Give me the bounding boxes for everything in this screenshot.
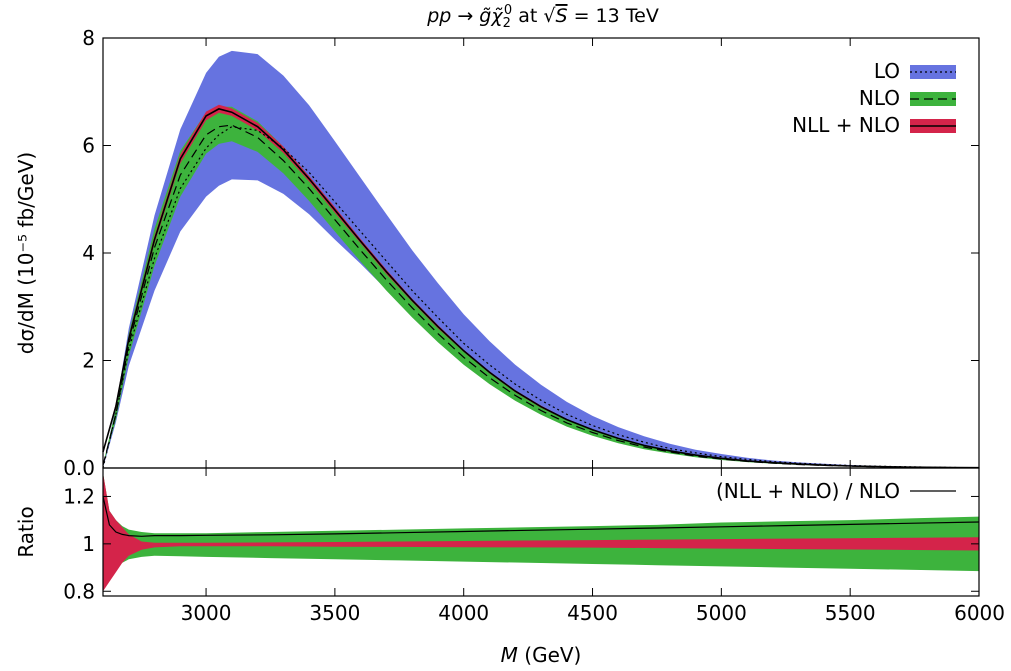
x-axis-label-variable: M [501, 643, 518, 667]
y-tick-label: 8 [82, 26, 95, 50]
ratio-x-axis-ticks: 3000 3500 4000 4500 5000 5500 6000 [181, 468, 1005, 625]
legend-label-nlo: NLO [859, 86, 900, 110]
x-axis-label-unit: (GeV) [518, 643, 581, 667]
ratio-legend: (NLL + NLO) / NLO [716, 479, 956, 503]
x-tick-label: 5000 [696, 601, 747, 625]
x-tick-label: 6000 [954, 601, 1005, 625]
line-nll-nlo [102, 108, 980, 469]
x-tick-label: 5500 [825, 601, 876, 625]
band-lo [103, 50, 979, 469]
ratio-legend-label: (NLL + NLO) / NLO [716, 479, 900, 503]
legend-label-lo: LO [874, 59, 900, 83]
main-legend: LO NLO NLL + NLO [792, 59, 956, 137]
ratio-plot-panel: 0.8 1 1.2 3000 3500 4000 4500 5000 5500 6000 Rat… [14, 467, 1005, 625]
y-tick-label: 4 [82, 241, 95, 265]
x-tick-label: 4000 [438, 601, 489, 625]
legend-swatch-lo [910, 65, 956, 79]
ratio-uncertainty-bands [103, 472, 979, 592]
main-plot-panel: 0.0 2 4 6 8 dσ/dM (10⁻⁵ fb/GeV) LO NLO NLL + N… [14, 26, 980, 480]
ratio-central-line [102, 496, 980, 537]
main-central-lines [102, 108, 980, 469]
y-tick-label: 0.0 [63, 456, 95, 480]
title-process: pp → g̃χ̃ [426, 5, 503, 27]
main-y-axis-label: dσ/dM (10⁻⁵ fb/GeV) [14, 152, 38, 354]
main-x-axis-ticks [205, 38, 980, 468]
main-y-axis-ticks: 0.0 2 4 6 8 [63, 26, 979, 480]
ratio-y-tick-label: 0.8 [63, 579, 95, 603]
legend-label-nll-nlo: NLL + NLO [792, 113, 900, 137]
title-superscript: 0 [504, 3, 512, 18]
ratio-band-0 [103, 472, 979, 592]
x-tick-label: 3500 [309, 601, 360, 625]
ratio-y-axis-label: Ratio [14, 506, 38, 557]
ratio-line [102, 496, 980, 537]
y-tick-label: 6 [82, 134, 95, 158]
x-axis-label: M (GeV) [501, 643, 582, 667]
title-energy-variable: S [555, 5, 567, 27]
title-sqrt-symbol: √ [543, 5, 556, 27]
title-subscript: 2 [503, 16, 511, 31]
ratio-y-tick-label: 1.2 [63, 484, 95, 508]
title-at: at [512, 5, 543, 27]
chart-title: pp → g̃χ̃20 at √S = 13 TeV [426, 3, 659, 31]
ratio-y-tick-label: 1 [82, 532, 95, 556]
ratio-y-axis-ticks: 0.8 1 1.2 [63, 484, 979, 603]
ratio-plot-frame [102, 467, 980, 597]
x-tick-label: 3000 [181, 601, 232, 625]
x-tick-label: 4500 [567, 601, 618, 625]
title-energy-value: = 13 TeV [568, 5, 659, 27]
y-tick-label: 2 [82, 349, 95, 373]
